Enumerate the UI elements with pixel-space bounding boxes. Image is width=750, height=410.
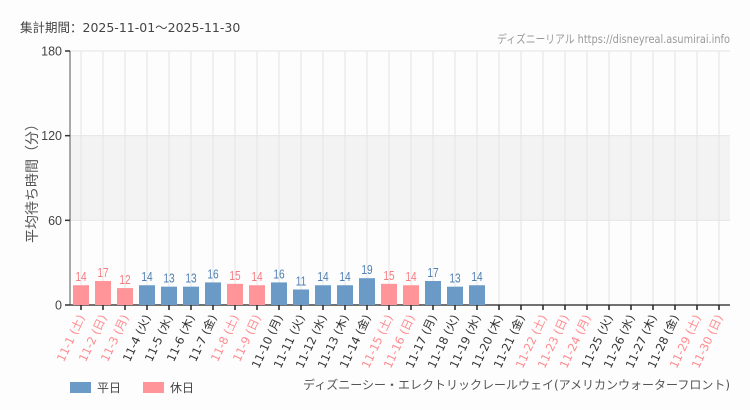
bar-value-label: 13 [449, 272, 460, 286]
bar[interactable] [227, 283, 243, 305]
bar[interactable] [337, 285, 353, 305]
bar[interactable] [161, 286, 177, 305]
bar-value-label: 14 [141, 270, 153, 284]
bar[interactable] [271, 282, 287, 305]
bar-value-label: 17 [427, 266, 438, 280]
bar-value-label: 14 [75, 270, 87, 284]
bar-value-label: 16 [273, 267, 284, 281]
bar-value-label: 14 [339, 270, 351, 284]
bar[interactable] [403, 285, 419, 305]
bar[interactable] [315, 285, 331, 305]
bar[interactable] [447, 286, 463, 305]
bar[interactable] [249, 285, 265, 305]
bar-value-label: 13 [185, 272, 196, 286]
bar[interactable] [73, 285, 89, 305]
bar[interactable] [139, 285, 155, 305]
bar-value-label: 11 [296, 274, 307, 288]
legend: 平日 休日 [70, 379, 216, 396]
bar[interactable] [293, 289, 309, 305]
bar-value-label: 14 [251, 270, 263, 284]
bar[interactable] [469, 285, 485, 305]
y-tick-label: 120 [41, 129, 62, 143]
bar[interactable] [205, 282, 221, 305]
y-tick-label: 60 [48, 214, 62, 228]
holiday-swatch-icon [143, 382, 165, 393]
legend-item-weekday[interactable]: 平日 [70, 379, 121, 396]
legend-item-holiday[interactable]: 休日 [143, 379, 194, 396]
bar-value-label: 14 [405, 270, 417, 284]
aggregation-period: 集計期間：2025-11-01～2025-11-30 [20, 20, 241, 35]
bar-value-label: 15 [229, 269, 240, 283]
y-tick-label: 0 [55, 299, 62, 313]
shaded-band [70, 135, 730, 221]
bar[interactable] [183, 286, 199, 305]
weekday-swatch-icon [70, 382, 91, 393]
bar[interactable] [381, 283, 397, 305]
bar[interactable] [117, 288, 133, 305]
bar-value-label: 14 [317, 270, 329, 284]
bar-value-label: 17 [97, 266, 108, 280]
bar-value-label: 13 [163, 272, 174, 286]
bar[interactable] [95, 281, 111, 305]
bar-value-label: 16 [207, 267, 218, 281]
attraction-name: ディズニーシー・エレクトリックレールウェイ(アメリカンウォーターフロント) [303, 378, 730, 392]
bar-value-label: 12 [119, 273, 130, 287]
bar-value-label: 19 [361, 263, 372, 277]
site-credit: ディズニーリアル https://disneyreal.asumirai.inf… [497, 32, 730, 46]
legend-holiday-label: 休日 [170, 381, 195, 395]
bar[interactable] [359, 278, 375, 305]
bar[interactable] [425, 281, 441, 305]
legend-weekday-label: 平日 [97, 381, 122, 395]
bar-value-label: 15 [383, 269, 394, 283]
bar-value-label: 14 [471, 270, 483, 284]
y-tick-label: 180 [41, 45, 62, 59]
